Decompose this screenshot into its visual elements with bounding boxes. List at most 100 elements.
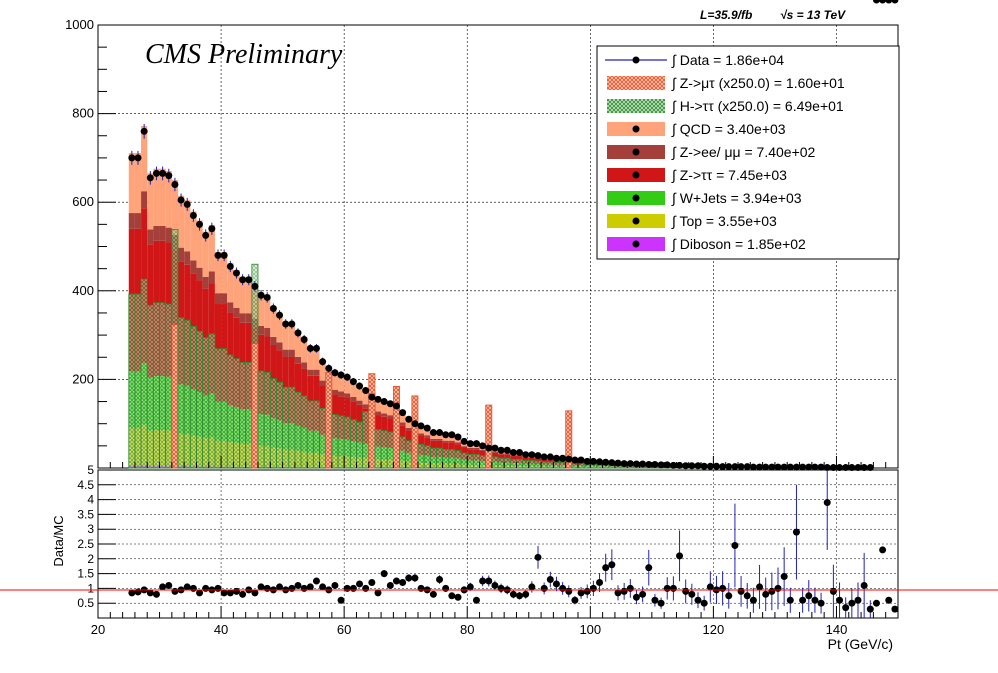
signal-bar-zmutau (411, 395, 419, 469)
data-point (183, 200, 191, 208)
stack-bar-qcd (141, 125, 148, 192)
x-tick-label: 140 (826, 622, 848, 637)
data-point (171, 180, 179, 188)
data-point (368, 393, 376, 401)
stack-bar-qcd (134, 152, 142, 214)
stack-bar-qcd (356, 384, 363, 401)
data-point (337, 371, 345, 379)
stack-bar-qcd (221, 251, 228, 294)
ratio-point (485, 577, 493, 585)
signal-bar-htautau (497, 457, 505, 469)
data-point (140, 127, 148, 135)
y-tick-label: 600 (72, 194, 94, 209)
stack-bar-qcd (165, 170, 172, 228)
data-point (756, 463, 764, 471)
data-point (239, 276, 247, 284)
stack-bar-zll (294, 356, 302, 364)
data-point (491, 444, 499, 452)
data-point (860, 464, 868, 472)
ratio-point (596, 578, 604, 586)
ratio-y-axis-title: Data/MC (51, 515, 66, 566)
ratio-point (405, 574, 413, 582)
stack-bar-zll (288, 349, 295, 357)
signal-bar-zmutau (251, 343, 259, 469)
signal-bar-htautau (479, 455, 487, 469)
stack-bar-zll (418, 433, 425, 436)
ratio-y-tick-label: 0.5 (77, 596, 94, 610)
data-point (417, 422, 425, 430)
data-point (208, 225, 216, 233)
signal-bar-htautau (423, 445, 431, 469)
x-tick-label: 60 (337, 622, 351, 637)
data-point (405, 415, 413, 423)
stack-bar-zll (276, 342, 283, 351)
ratio-point (466, 583, 474, 591)
signal-bar-htautau (503, 457, 511, 469)
data-point (392, 402, 400, 410)
stack-bar-zll (331, 389, 338, 395)
signal-bar-htautau (399, 436, 407, 469)
ratio-point (362, 584, 370, 592)
signal-bar-htautau (534, 460, 542, 469)
data-point (189, 211, 197, 219)
ratio-point (312, 577, 320, 585)
data-point (485, 444, 493, 452)
data-point (817, 463, 825, 471)
signal-bar-htautau (189, 325, 197, 469)
signal-bar-htautau (140, 278, 148, 469)
ratio-point (768, 587, 776, 595)
stack-bar-zll (239, 313, 246, 323)
stack-bar-zll (467, 447, 474, 450)
signal-bar-htautau (559, 462, 567, 469)
data-point (786, 463, 794, 471)
data-point (460, 437, 468, 445)
stack-bar-qcd (171, 179, 178, 235)
ratio-point (417, 584, 425, 592)
data-point (829, 464, 837, 472)
ratio-point (214, 584, 222, 592)
ratio-point (183, 583, 191, 591)
stack-bar-zll (282, 349, 289, 357)
stack-bar-qcd (239, 276, 246, 314)
ratio-point (651, 596, 659, 604)
stack-bar-qcd (184, 200, 191, 252)
ratio-point (380, 570, 388, 578)
data-point (362, 386, 370, 394)
ratio-point (202, 584, 210, 592)
ratio-point (546, 576, 554, 584)
ratio-points (128, 470, 899, 618)
stack-bar-zll (381, 413, 388, 417)
cms-label: CMS Preliminary (145, 39, 343, 70)
stack-bar-qcd (313, 346, 320, 370)
data-point (805, 463, 813, 471)
data-point (472, 440, 480, 448)
stack-bar-zll (319, 380, 326, 387)
data-point (356, 382, 364, 390)
ratio-point (737, 587, 745, 595)
y-tick-label: 400 (72, 283, 94, 298)
stack-bar-qcd (331, 371, 338, 390)
stack-bar-zll (504, 453, 511, 455)
ratio-point (349, 584, 357, 592)
data-point (583, 457, 591, 465)
data-point (571, 456, 579, 464)
ratio-point (392, 577, 400, 585)
stack-bar-zll (454, 442, 462, 445)
ratio-point (786, 596, 794, 604)
stack-bar-qcd (387, 402, 394, 416)
data-point (854, 464, 862, 472)
signal-bar-htautau (159, 302, 167, 469)
ratio-point (620, 587, 628, 595)
ratio-point (226, 589, 234, 597)
stack-bar-qcd (178, 195, 185, 248)
stack-bar-qcd (381, 400, 388, 414)
stack-bar-zll (178, 247, 185, 262)
signal-bar-htautau (417, 443, 425, 469)
stack-bar-qcd (233, 269, 240, 308)
ratio-point (399, 578, 407, 586)
stack-bar-qcd (288, 321, 295, 350)
stack-bar-qcd (245, 276, 252, 314)
stack-bar-qcd (159, 168, 166, 226)
stack-bar-zll (264, 327, 271, 337)
ratio-point (251, 589, 259, 597)
